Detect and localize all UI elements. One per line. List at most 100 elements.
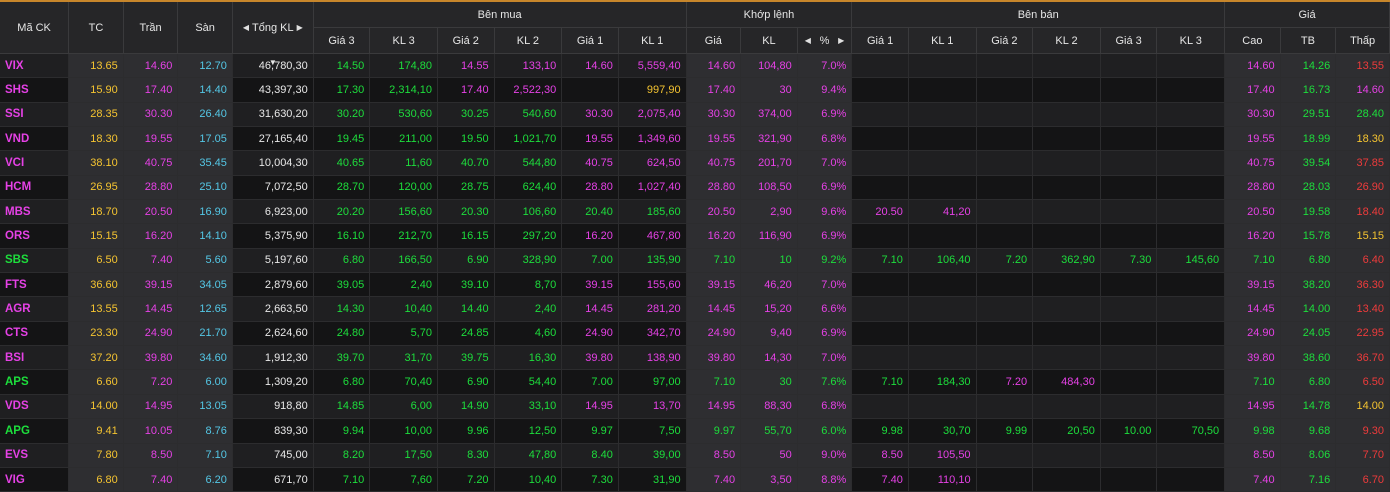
header-ref[interactable]: TC [68,0,124,54]
ceiling-price-cell: 28.80 [123,175,179,201]
header-symbol[interactable]: Mã CK [0,0,70,54]
header-buy-6[interactable]: KL 1 [618,27,687,54]
sell-volume-cell: 20,50 [1032,418,1101,444]
ceiling-price-cell: 14.95 [123,394,179,420]
low-price-cell: 13.55 [1335,53,1390,79]
table-row[interactable]: VIX 13.65 14.60 12.70 46,780,30 14.50 174,80 14… [0,53,1390,79]
low-price-cell: 22.95 [1335,321,1390,347]
header-match-1[interactable]: Giá [686,27,742,54]
header-match-2[interactable]: KL [740,27,798,54]
buy-volume-cell: 2,40 [369,272,438,298]
sell-volume-cell [1156,102,1226,128]
buy-price-cell: 30.30 [561,102,619,128]
table-row[interactable]: VND 18.30 19.55 17.05 27,165,40 19.45 211,00 19… [0,126,1390,152]
match-volume-cell: 50 [740,443,798,468]
sell-volume-cell [1156,394,1226,420]
symbol-cell: SBS [0,248,70,274]
header-total-volume[interactable]: ◀ Tổng KL ▶ ▼ [232,0,314,67]
sell-volume-cell [908,321,977,347]
buy-volume-cell: 4,60 [494,321,563,347]
total-volume-cell: 745,00 [232,443,314,468]
table-row[interactable]: BSI 37.20 39.80 34.60 1,912,30 39.70 31,70 39.7… [0,345,1390,371]
symbol-cell: EVS [0,443,70,468]
ref-price-cell: 15.90 [68,77,124,103]
header-buy-1[interactable]: Giá 3 [313,27,371,54]
match-price-cell: 7.10 [686,369,742,395]
high-price-cell: 14.45 [1224,296,1281,322]
buy-price-cell: 17.30 [313,77,371,103]
buy-price-cell: 14.85 [313,394,371,420]
table-row[interactable]: SSI 28.35 30.30 26.40 31,630,20 30.20 530,60 30… [0,102,1390,128]
header-buy-4[interactable]: KL 2 [494,27,563,54]
sell-volume-cell [1156,443,1226,468]
sell-price-cell: 7.20 [976,248,1034,274]
table-row[interactable]: AGR 13.55 14.45 12.65 2,663,50 14.30 10,40 14.4… [0,296,1390,322]
caret-left-icon[interactable]: ◀ [804,36,811,45]
buy-volume-cell: 211,00 [369,126,438,152]
sell-price-cell [1100,369,1158,395]
sell-volume-cell [1156,272,1226,298]
ceiling-price-cell: 14.45 [123,296,179,322]
table-row[interactable]: APS 6.60 7.20 6.00 1,309,20 6.80 70,40 6.90 54,4… [0,369,1390,395]
table-row[interactable]: APG 9.41 10.05 8.76 839,30 9.94 10,00 9.96 12,50… [0,418,1390,444]
header-sell-4[interactable]: KL 2 [1032,27,1101,54]
header-sell-2[interactable]: KL 1 [908,27,977,54]
header-buy-5[interactable]: Giá 1 [561,27,619,54]
table-row[interactable]: MBS 18.70 20.50 16.90 6,923,00 20.20 156,60 20.… [0,199,1390,225]
header-ceiling[interactable]: Trần [123,0,179,54]
caret-left-icon[interactable]: ◀ [242,23,249,32]
buy-price-cell: 40.70 [437,150,495,176]
sell-price-cell [1100,175,1158,201]
buy-price-cell: 28.80 [561,175,619,201]
header-match-3[interactable]: ◀% ▶ [797,27,853,54]
table-row[interactable]: VCI 38.10 40.75 35.45 10,004,30 40.65 11,60 40.… [0,150,1390,176]
buy-volume-cell: 540,60 [494,102,563,128]
high-price-cell: 39.80 [1224,345,1281,371]
header-price-1[interactable]: Cao [1224,27,1281,54]
header-buy-2[interactable]: KL 3 [369,27,438,54]
table-row[interactable]: ORS 15.15 16.20 14.10 5,375,90 16.10 212,70 16.… [0,223,1390,249]
header-price-2[interactable]: TB [1280,27,1337,54]
table-row[interactable]: SBS 6.50 7.40 5.60 5,197,60 6.80 166,50 6.90 328… [0,248,1390,274]
table-row[interactable]: HCM 26.95 28.80 25.10 7,072,50 28.70 120,00 28.… [0,175,1390,201]
match-volume-cell: 9,40 [740,321,798,347]
table-row[interactable]: SHS 15.90 17.40 14.40 43,397,30 17.30 2,314,10… [0,77,1390,103]
match-price-cell: 24.90 [686,321,742,347]
caret-right-icon[interactable]: ▶ [296,23,303,32]
buy-volume-cell: 185,60 [618,199,687,225]
table-row[interactable]: FTS 36.60 39.15 34.05 2,879,60 39.05 2,40 39.10… [0,272,1390,298]
caret-right-icon[interactable]: ▶ [838,36,845,45]
header-floor[interactable]: Sàn [177,0,233,54]
header-sell-3[interactable]: Giá 2 [976,27,1034,54]
low-price-cell: 36.30 [1335,272,1390,298]
match-pct-cell: 7.6% [797,369,853,395]
sell-volume-cell [1032,53,1101,79]
match-volume-cell: 14,30 [740,345,798,371]
table-row[interactable]: VDS 14.00 14.95 13.05 918,80 14.85 6,00 14.90 33… [0,394,1390,420]
symbol-cell: VDS [0,394,70,420]
header-buy-3[interactable]: Giá 2 [437,27,495,54]
table-row[interactable]: EVS 7.80 8.50 7.10 745,00 8.20 17,50 8.30 47,80 8… [0,443,1390,468]
buy-price-cell: 14.90 [437,394,495,420]
sell-volume-cell [1032,102,1101,128]
low-price-cell: 9.30 [1335,418,1390,444]
match-pct-cell: 6.9% [797,321,853,347]
buy-price-cell: 19.50 [437,126,495,152]
sort-desc-icon[interactable]: ▼ [268,58,277,67]
buy-price-cell: 14.60 [561,53,619,79]
ref-price-cell: 9.41 [68,418,124,444]
ceiling-price-cell: 17.40 [123,77,179,103]
symbol-cell: BSI [0,345,70,371]
symbol-cell: VND [0,126,70,152]
header-sell-6[interactable]: KL 3 [1156,27,1226,54]
header-price-3[interactable]: Thấp [1335,27,1390,54]
buy-price-cell: 17.40 [437,77,495,103]
ceiling-price-cell: 10.05 [123,418,179,444]
header-sell-5[interactable]: Giá 3 [1100,27,1158,54]
table-row[interactable]: CTS 23.30 24.90 21.70 2,624,60 24.80 5,70 24.85… [0,321,1390,347]
match-pct-cell: 9.0% [797,443,853,468]
header-sell-1[interactable]: Giá 1 [851,27,909,54]
buy-price-cell: 14.45 [561,296,619,322]
buy-price-cell: 20.30 [437,199,495,225]
